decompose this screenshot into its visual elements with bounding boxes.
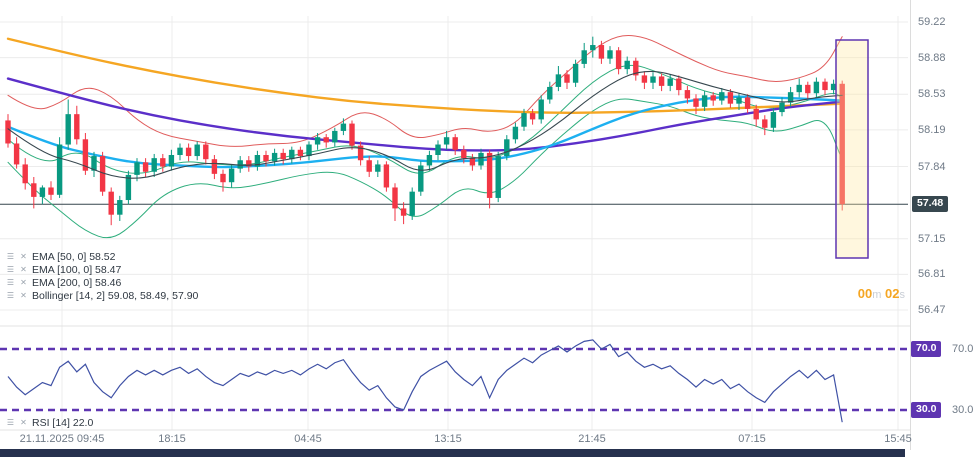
bollinger-lower-line	[7, 98, 843, 239]
countdown-minutes: 00	[857, 286, 873, 301]
legend-row-ema200: ☰ ✕ EMA [200, 0] 58.46	[6, 276, 198, 289]
legend-label-ema200: EMA [200, 0] 58.46	[32, 276, 122, 289]
countdown-seconds-unit: s	[899, 289, 906, 301]
legend-row-rsi: ☰ ✕ RSI [14] 22.0	[6, 416, 93, 429]
time-axis[interactable]: 21.11.2025 09:45 18:15 04:45 13:15 21:45 07:1…	[0, 433, 912, 449]
indicator-remove-icon[interactable]: ✕	[20, 252, 27, 261]
indicator-remove-icon[interactable]: ✕	[20, 265, 27, 274]
price-axis-label: 58.19	[918, 123, 946, 136]
candle-countdown: 00m 02s	[823, 286, 905, 301]
time-axis-label: 04:45	[294, 433, 322, 445]
legend-label-ema100: EMA [100, 0] 58.47	[32, 263, 122, 276]
legend-row-ema50: ☰ ✕ EMA [50, 0] 58.52	[6, 250, 198, 263]
price-axis-label: 59.22	[918, 16, 946, 28]
indicator-remove-icon[interactable]: ✕	[20, 291, 27, 300]
time-axis-label: 21.11.2025 09:45	[19, 433, 105, 445]
time-axis-label: 18:15	[158, 433, 186, 445]
indicator-remove-icon[interactable]: ✕	[20, 418, 27, 427]
legend-label-bollinger: Bollinger [14, 2] 59.08, 58.49, 57.90	[32, 289, 199, 302]
price-axis-label: 58.88	[918, 51, 946, 64]
legend-row-ema100: ☰ ✕ EMA [100, 0] 58.47	[6, 263, 198, 276]
ema-100-line	[6, 95, 844, 169]
price-axis-label: 56.81	[918, 268, 946, 281]
legend-row-bollinger: ☰ ✕ Bollinger [14, 2] 59.08, 58.49, 57.9…	[6, 289, 198, 302]
ema-200-line	[6, 77, 844, 152]
indicator-remove-icon[interactable]: ✕	[20, 278, 27, 287]
rsi-upper-level-badge: 70.0	[911, 341, 942, 357]
legend-label-ema50: EMA [50, 0] 58.52	[32, 250, 116, 263]
rsi-legend: ☰ ✕ RSI [14] 22.0	[6, 416, 93, 429]
current-price-badge: 57.48	[912, 196, 949, 213]
rsi-line	[7, 339, 843, 423]
ema-50-line	[7, 70, 843, 179]
indicator-settings-icon[interactable]: ☰	[6, 291, 15, 300]
indicator-settings-icon[interactable]: ☰	[6, 265, 15, 274]
price-axis-label: 57.84	[918, 160, 946, 173]
time-axis-label: 15:45	[884, 433, 912, 445]
indicator-settings-icon[interactable]: ☰	[6, 278, 15, 287]
countdown-seconds: 02	[885, 286, 900, 301]
ma-orange--line	[6, 37, 844, 114]
rsi-lower-level-badge: 30.0	[911, 402, 942, 418]
horizontal-gridlines	[0, 21, 908, 311]
selection-box[interactable]	[835, 39, 869, 259]
vertical-gridlines	[61, 16, 899, 430]
legend-label-rsi: RSI [14] 22.0	[32, 416, 94, 429]
price-axis-label: 58.53	[918, 88, 946, 101]
price-axis-label: 57.15	[918, 232, 946, 245]
price-axis-label: 56.47	[918, 304, 946, 316]
rsi-lower-axis-label: 30.0	[952, 404, 974, 416]
bottom-bar	[0, 449, 905, 457]
time-axis-label: 07:15	[738, 433, 766, 445]
indicator-settings-icon[interactable]: ☰	[6, 252, 15, 261]
indicator-settings-icon[interactable]: ☰	[6, 418, 15, 427]
countdown-minutes-unit: m	[872, 289, 882, 301]
candles	[5, 36, 845, 226]
price-axis[interactable]	[910, 0, 980, 450]
indicator-legend: ☰ ✕ EMA [50, 0] 58.52 ☰ ✕ EMA [100, 0] 5…	[6, 250, 198, 302]
rsi-upper-axis-label: 70.0	[952, 343, 974, 355]
time-axis-label: 13:15	[434, 433, 462, 445]
bollinger-upper-line	[7, 34, 843, 147]
time-axis-label: 21:45	[578, 433, 606, 445]
